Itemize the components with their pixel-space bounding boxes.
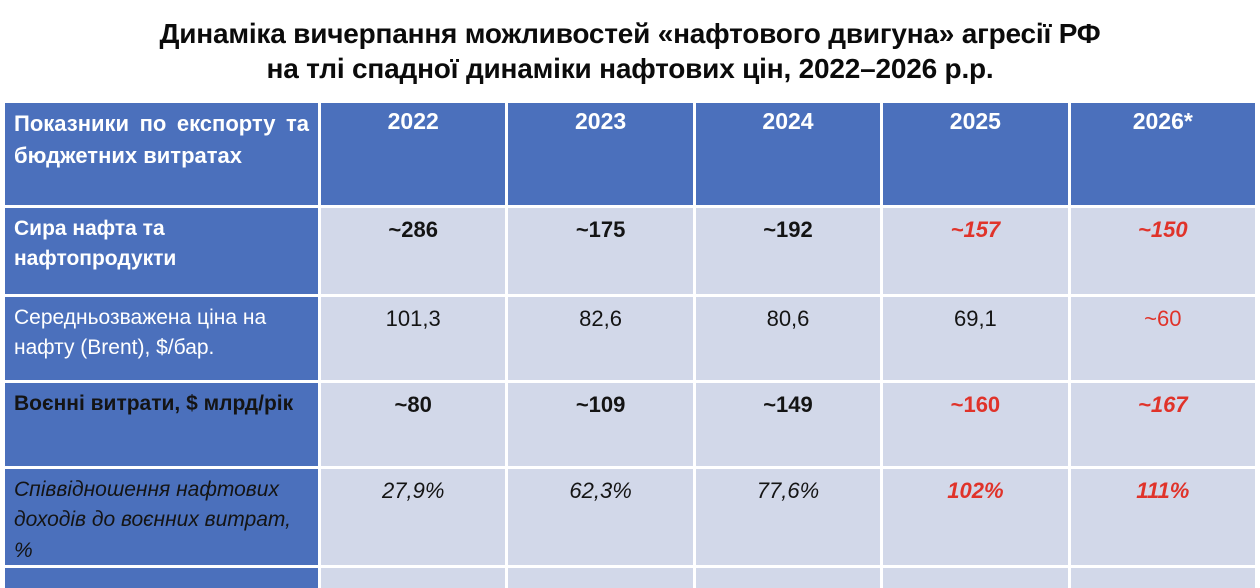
cell-oil-revenue-2023: ~175 <box>508 208 693 294</box>
cell-oil-revenue-2026: ~150 <box>1070 208 1255 294</box>
cell-revenue-ratio-2023: 62,3% <box>508 469 693 565</box>
cell-revenue-ratio-2024: 77,6% <box>695 469 881 565</box>
cell-military-spending-2026: ~167 <box>1070 383 1255 466</box>
cell-oil-revenue-2025: ~157 <box>883 208 1068 294</box>
partial-row-cell <box>695 568 881 588</box>
slide-title-line1: Динаміка вичерпання можливостей «нафтово… <box>159 18 1101 49</box>
cell-brent-price-2026: ~60 <box>1070 297 1255 380</box>
column-header-2025: 2025 <box>883 103 1068 205</box>
cell-military-spending-2022: ~80 <box>321 383 506 466</box>
slide-title: Динаміка вичерпання можливостей «нафтово… <box>0 0 1260 86</box>
cell-brent-price-2024: 80,6 <box>695 297 881 380</box>
partial-row-cell <box>321 568 506 588</box>
row-label-military-spending: Воєнні витрати, $ млрд/рік <box>5 383 318 466</box>
column-header-2022: 2022 <box>321 103 506 205</box>
partial-row-cell <box>508 568 693 588</box>
data-table: Показники по експорту та бюджетних витра… <box>5 103 1255 588</box>
row-label-revenue-ratio: Співвідношення нафтових доходів до воєнн… <box>5 469 318 565</box>
cell-revenue-ratio-2025: 102% <box>883 469 1068 565</box>
cell-brent-price-2023: 82,6 <box>508 297 693 380</box>
cell-brent-price-2022: 101,3 <box>321 297 506 380</box>
column-header-2026: 2026* <box>1070 103 1255 205</box>
cell-revenue-ratio-2022: 27,9% <box>321 469 506 565</box>
row-label-oil-revenue: Сира нафта та нафтопродукти <box>5 208 318 294</box>
cell-military-spending-2024: ~149 <box>695 383 881 466</box>
column-header-2024: 2024 <box>695 103 881 205</box>
cell-military-spending-2023: ~109 <box>508 383 693 466</box>
slide-title-line2: на тлі спадної динаміки нафтових цін, 20… <box>266 53 994 84</box>
cell-revenue-ratio-2026: 111% <box>1070 469 1255 565</box>
partial-row-cell <box>1070 568 1255 588</box>
table-corner-header: Показники по експорту та бюджетних витра… <box>5 103 318 205</box>
cell-military-spending-2025: ~160 <box>883 383 1068 466</box>
cell-oil-revenue-2022: ~286 <box>321 208 506 294</box>
cell-oil-revenue-2024: ~192 <box>695 208 881 294</box>
column-header-2023: 2023 <box>508 103 693 205</box>
cell-brent-price-2025: 69,1 <box>883 297 1068 380</box>
partial-row-cell <box>883 568 1068 588</box>
row-label-brent-price: Середньозважена ціна на нафту (Brent), $… <box>5 297 318 380</box>
partial-row-label-cell <box>5 568 318 588</box>
